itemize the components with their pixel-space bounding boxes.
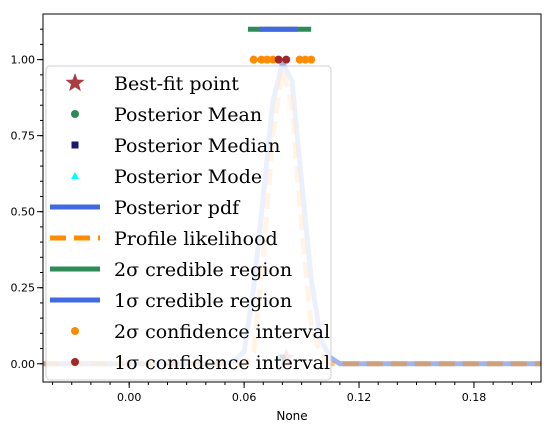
confidence-2sigma-point: [301, 55, 310, 64]
confidence-2sigma-point: [295, 55, 304, 64]
legend-label: Posterior Mode: [114, 166, 262, 188]
x-axis-ticks: 0.00 0.06 0.12 0.18: [52, 382, 532, 404]
legend-label: 1σ credible region: [114, 290, 292, 312]
confidence-2sigma-point: [249, 55, 258, 64]
legend-mode-handle: [71, 172, 79, 179]
intervals: [247, 26, 316, 64]
y-tick-label: 0.25: [11, 282, 36, 295]
x-axis-label: None: [276, 409, 307, 423]
x-tick-label: 0.12: [347, 391, 372, 404]
confidence-2sigma-point: [257, 55, 266, 64]
y-tick-label: 1.00: [11, 54, 36, 67]
x-tick-label: 0.06: [232, 391, 257, 404]
legend-label: Posterior Median: [114, 135, 280, 157]
y-tick-label: 0.50: [11, 206, 36, 219]
axes-frame: [42, 13, 542, 383]
legend-best-fit-handle: [65, 73, 85, 92]
confidence-2sigma-point: [263, 55, 272, 64]
x-tick-label: 0.18: [462, 391, 487, 404]
legend-label: Best-fit point: [114, 73, 239, 95]
legend-mean-handle: [71, 110, 79, 118]
confidence-2sigma-point: [307, 55, 316, 64]
confidence-1sigma-point: [274, 55, 283, 64]
confidence-1sigma-point: [282, 55, 291, 64]
legend-confidence-2sigma-handle: [71, 327, 79, 335]
legend-median-handle: [71, 141, 79, 149]
legend-box: [45, 65, 332, 381]
legend-label: Posterior Mean: [114, 104, 262, 126]
legend: Best-fit point Posterior Mean Posterior Me…: [45, 65, 332, 381]
y-axis-ticks: 0.00 0.25 0.50 0.75 1.00: [11, 28, 43, 371]
axes-border: [42, 13, 542, 383]
legend-label: 1σ confidence interval: [114, 352, 330, 374]
legend-confidence-1sigma-handle: [71, 358, 79, 366]
legend-label: 2σ confidence interval: [114, 321, 330, 343]
legend-label: 2σ credible region: [114, 259, 292, 281]
y-tick-label: 0.00: [11, 358, 36, 371]
y-tick-label: 0.75: [11, 130, 36, 143]
x-tick-label: 0.00: [117, 391, 142, 404]
legend-label: Profile likelihood: [114, 228, 278, 250]
legend-label: Posterior pdf: [114, 197, 241, 219]
confidence-2sigma-point: [268, 55, 277, 64]
